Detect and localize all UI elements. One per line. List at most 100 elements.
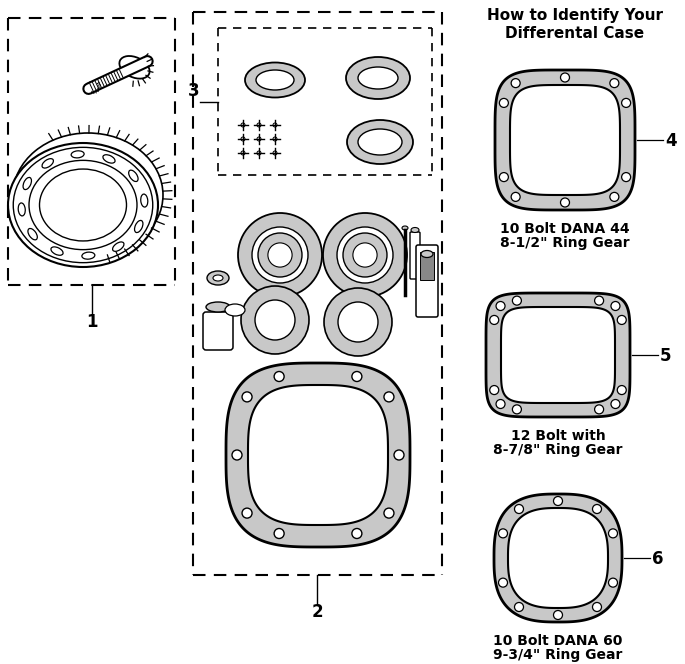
Ellipse shape (134, 220, 143, 232)
Circle shape (384, 508, 394, 518)
Circle shape (499, 98, 508, 108)
Circle shape (608, 578, 617, 587)
Circle shape (242, 508, 252, 518)
Circle shape (617, 315, 626, 325)
Circle shape (384, 392, 394, 402)
Circle shape (617, 386, 626, 394)
Ellipse shape (256, 70, 294, 90)
Circle shape (514, 505, 523, 513)
Ellipse shape (82, 252, 95, 259)
Circle shape (232, 450, 242, 460)
Circle shape (257, 123, 261, 127)
Polygon shape (486, 293, 630, 417)
Circle shape (595, 405, 603, 414)
Ellipse shape (88, 82, 99, 91)
Ellipse shape (411, 228, 419, 232)
Circle shape (560, 198, 569, 207)
Text: 12 Bolt with: 12 Bolt with (510, 429, 606, 443)
Circle shape (490, 315, 499, 325)
Circle shape (257, 137, 261, 141)
Circle shape (499, 578, 508, 587)
Ellipse shape (245, 62, 305, 98)
Circle shape (338, 302, 378, 342)
Circle shape (611, 400, 620, 408)
Ellipse shape (225, 304, 245, 316)
Circle shape (499, 529, 508, 538)
Circle shape (238, 213, 322, 297)
Ellipse shape (112, 242, 124, 252)
Circle shape (273, 151, 277, 155)
Polygon shape (494, 494, 622, 622)
Circle shape (496, 301, 505, 311)
Ellipse shape (42, 159, 53, 168)
Ellipse shape (402, 226, 408, 230)
Circle shape (353, 243, 377, 267)
Polygon shape (226, 363, 410, 547)
Circle shape (257, 151, 261, 155)
Ellipse shape (23, 177, 32, 190)
Ellipse shape (18, 203, 25, 216)
Circle shape (610, 193, 619, 201)
Ellipse shape (71, 151, 84, 158)
Polygon shape (510, 85, 620, 195)
Circle shape (595, 296, 603, 305)
Circle shape (268, 243, 292, 267)
Circle shape (608, 529, 617, 538)
Circle shape (512, 405, 521, 414)
Circle shape (553, 497, 562, 505)
Ellipse shape (28, 228, 37, 240)
Text: 10 Bolt DANA 60: 10 Bolt DANA 60 (493, 634, 623, 648)
Circle shape (560, 73, 569, 82)
Circle shape (323, 213, 407, 297)
Ellipse shape (119, 56, 149, 78)
Circle shape (610, 78, 619, 88)
Circle shape (242, 392, 252, 402)
Circle shape (511, 78, 520, 88)
Ellipse shape (13, 133, 163, 257)
Circle shape (241, 137, 245, 141)
Circle shape (273, 137, 277, 141)
Text: 8-7/8" Ring Gear: 8-7/8" Ring Gear (493, 443, 623, 457)
Circle shape (337, 227, 393, 283)
Circle shape (611, 301, 620, 311)
Circle shape (553, 610, 562, 620)
Circle shape (258, 233, 302, 277)
Circle shape (241, 151, 245, 155)
Circle shape (511, 193, 520, 201)
FancyBboxPatch shape (416, 245, 438, 317)
Circle shape (512, 296, 521, 305)
Text: 3: 3 (188, 82, 199, 100)
Ellipse shape (8, 143, 158, 267)
Ellipse shape (421, 250, 433, 258)
Polygon shape (495, 70, 635, 210)
Ellipse shape (207, 271, 229, 285)
Polygon shape (508, 508, 608, 608)
Text: 10 Bolt DANA 44: 10 Bolt DANA 44 (500, 222, 630, 236)
Circle shape (274, 529, 284, 539)
Circle shape (593, 505, 601, 513)
Text: 9-3/4" Ring Gear: 9-3/4" Ring Gear (493, 648, 623, 662)
Circle shape (273, 123, 277, 127)
FancyBboxPatch shape (420, 252, 434, 280)
Circle shape (241, 286, 309, 354)
Ellipse shape (129, 170, 138, 181)
Circle shape (621, 173, 631, 181)
Circle shape (352, 529, 362, 539)
Text: 1: 1 (86, 313, 97, 331)
Text: 5: 5 (660, 347, 671, 365)
Ellipse shape (140, 194, 148, 207)
Text: 4: 4 (665, 132, 677, 150)
Polygon shape (501, 307, 615, 403)
Ellipse shape (358, 67, 398, 89)
Text: Differental Case: Differental Case (506, 26, 645, 41)
Circle shape (499, 173, 508, 181)
Circle shape (490, 386, 499, 394)
FancyBboxPatch shape (203, 312, 233, 350)
Circle shape (394, 450, 404, 460)
Ellipse shape (346, 57, 410, 99)
Circle shape (274, 371, 284, 382)
Ellipse shape (213, 275, 223, 281)
Ellipse shape (347, 120, 413, 164)
Ellipse shape (358, 129, 402, 155)
Circle shape (241, 123, 245, 127)
